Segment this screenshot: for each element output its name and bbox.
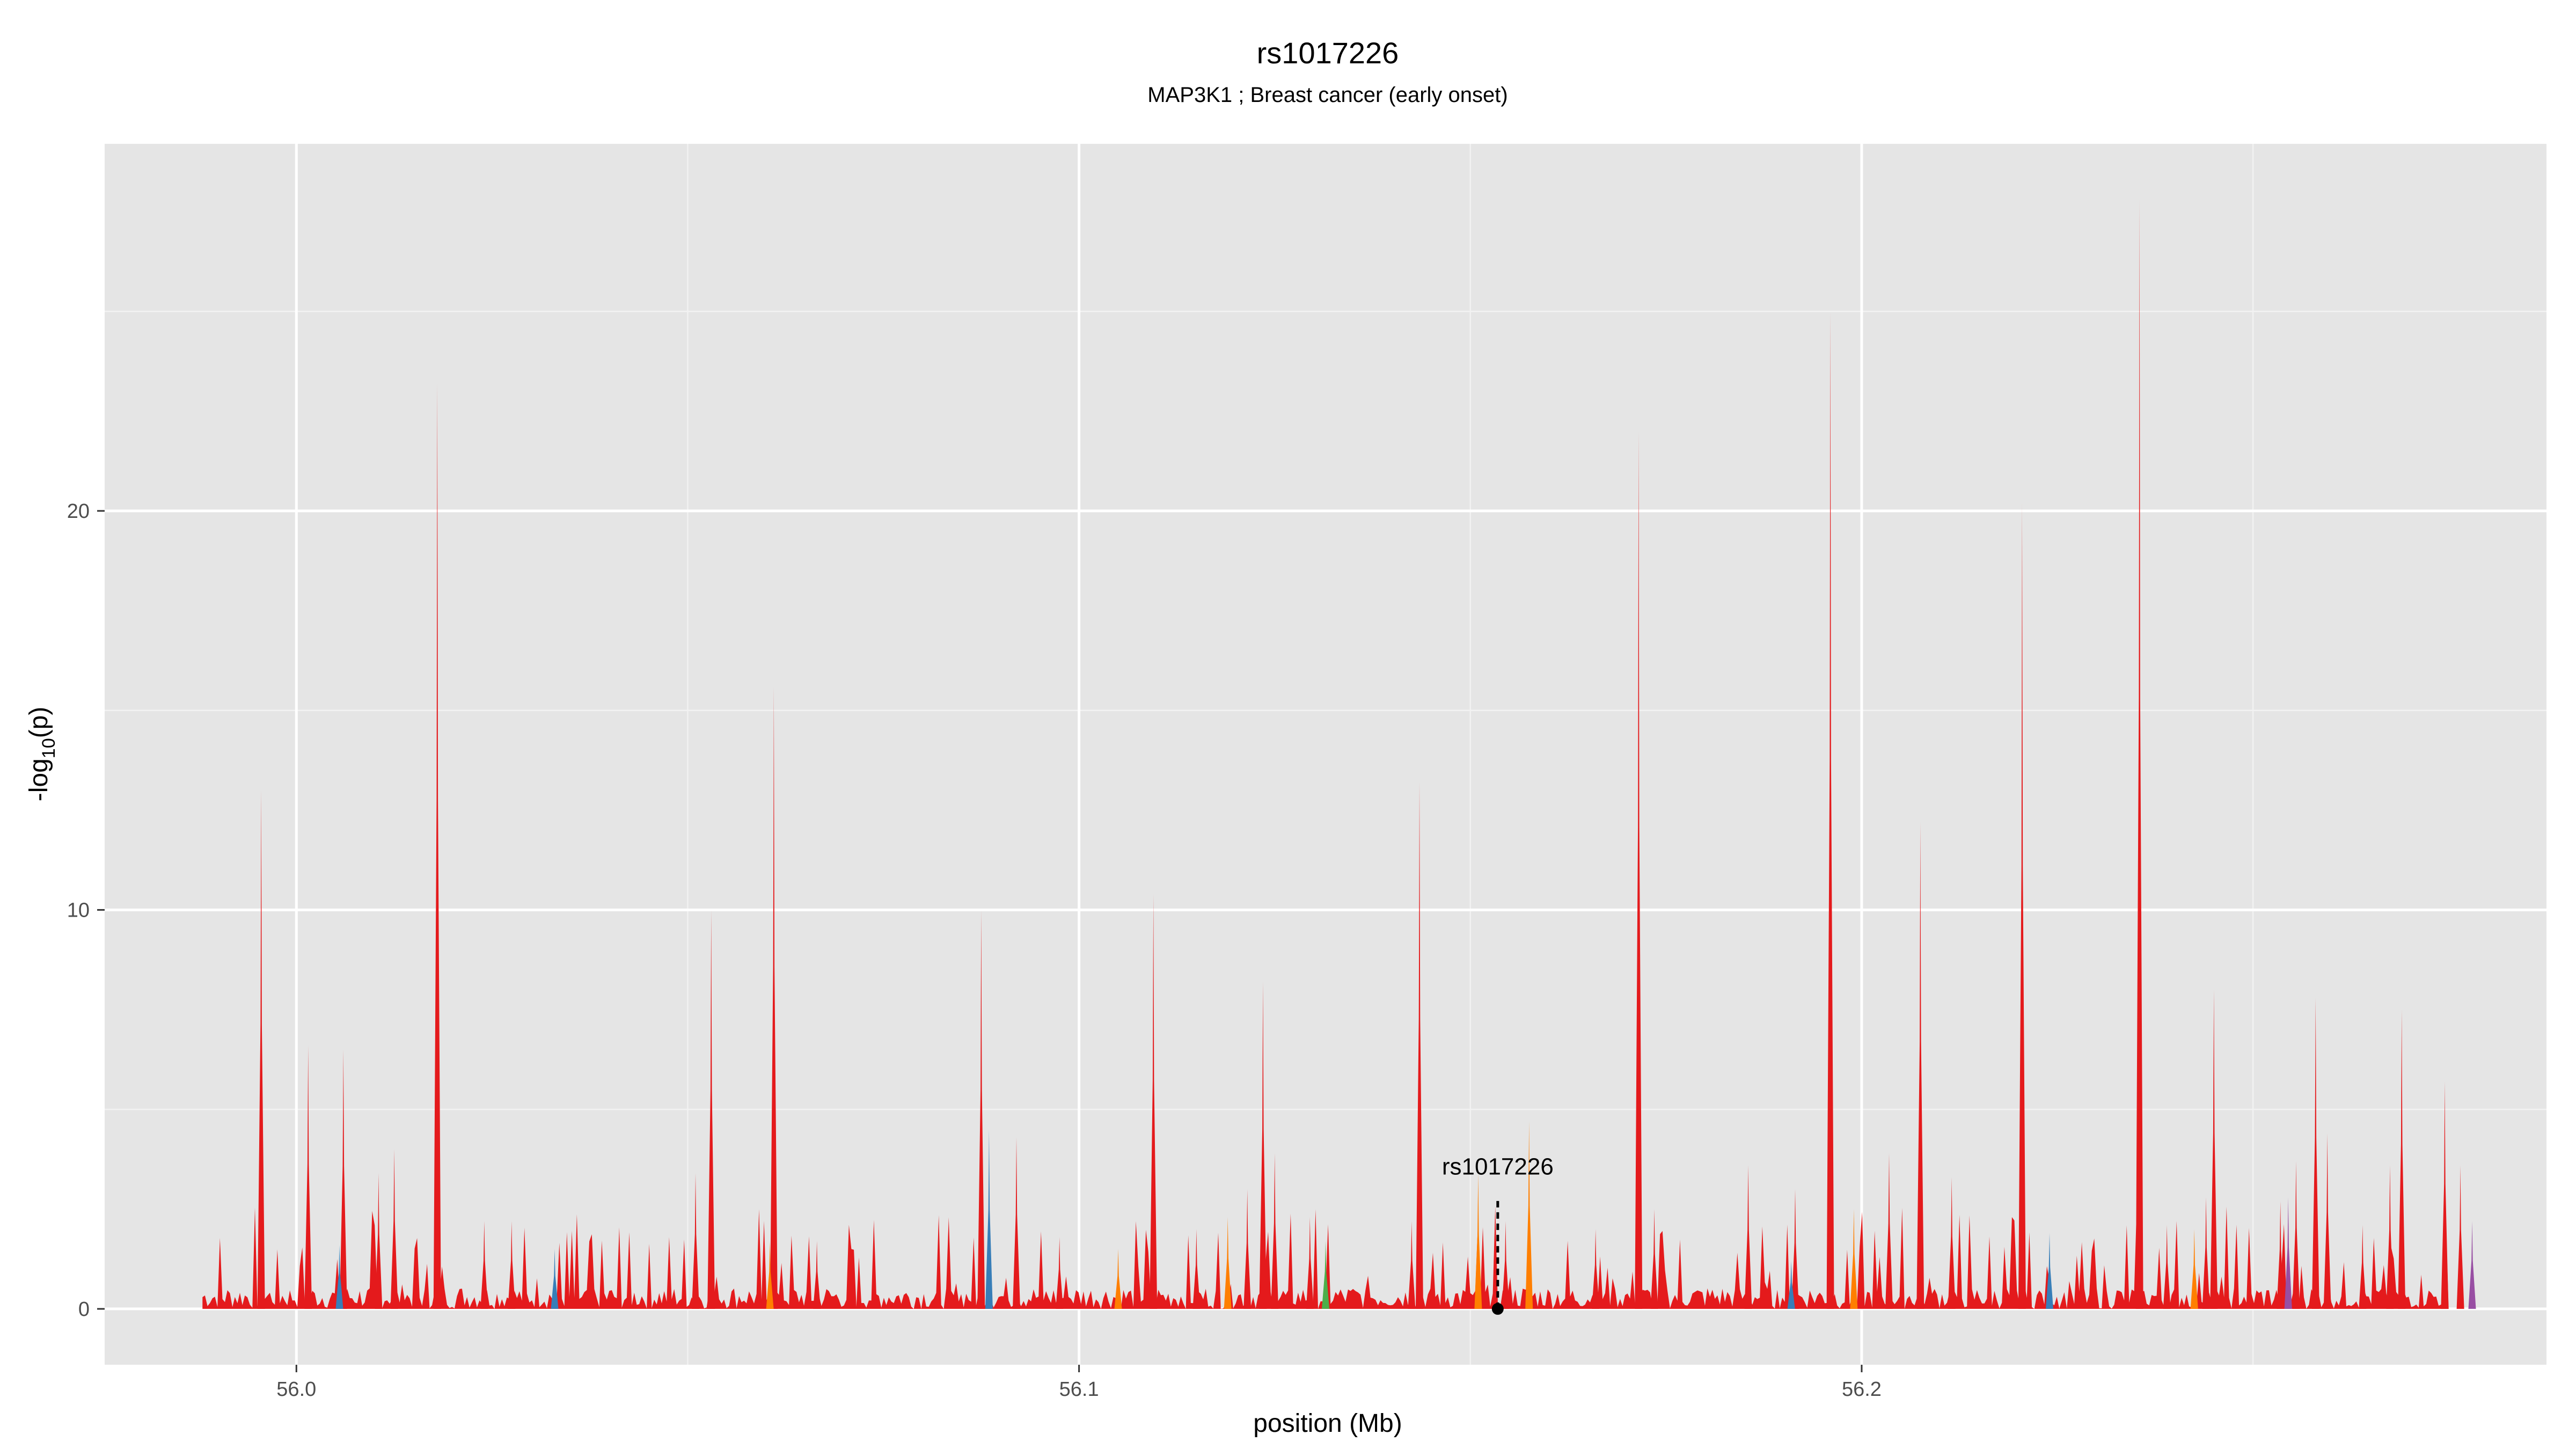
association-peak xyxy=(2292,1161,2300,1309)
association-peak xyxy=(1114,1249,1122,1309)
association-peak xyxy=(1271,1153,1279,1309)
association-peak xyxy=(2277,1201,2285,1309)
association-peak xyxy=(2323,1133,2331,1309)
association-peak xyxy=(1650,1209,1658,1309)
x-tick-label: 56.1 xyxy=(1059,1378,1099,1401)
y-axis-title: -log10(p) xyxy=(25,707,59,802)
association-peak xyxy=(2456,1165,2464,1309)
association-peak xyxy=(1416,782,1423,1309)
association-peak xyxy=(2018,503,2026,1309)
association-peak xyxy=(433,383,441,1309)
association-peak xyxy=(2468,1221,2476,1309)
association-peak xyxy=(1224,1217,1232,1309)
association-peak xyxy=(2210,990,2218,1309)
highlight-point xyxy=(1491,1302,1504,1315)
association-peak xyxy=(375,1173,383,1309)
y-axis: 0 10 20 xyxy=(67,500,105,1321)
association-peak xyxy=(1474,1173,1482,1309)
association-peak xyxy=(335,1245,343,1309)
y-tick-label: 20 xyxy=(67,500,90,523)
x-axis: 56.0 56.1 56.2 xyxy=(276,1365,1882,1401)
association-peak xyxy=(1592,1229,1600,1309)
association-peak xyxy=(2441,1081,2449,1309)
association-peak xyxy=(1502,1221,1510,1309)
association-peak xyxy=(2386,1165,2394,1309)
association-peak xyxy=(2163,1225,2171,1309)
association-peak xyxy=(1243,1189,1252,1309)
association-peak xyxy=(304,1045,312,1309)
plot-panel xyxy=(105,144,2546,1365)
association-peak xyxy=(2311,998,2319,1309)
association-peak xyxy=(1306,1217,1314,1309)
association-peak xyxy=(766,1241,774,1309)
x-tick-label: 56.2 xyxy=(1842,1378,1882,1401)
association-areas xyxy=(202,200,2476,1309)
association-peak xyxy=(985,1129,993,1309)
association-peak xyxy=(1408,1221,1416,1309)
association-peak xyxy=(1916,822,1924,1309)
y-axis-title-end: (p) xyxy=(25,707,53,738)
association-peak xyxy=(813,1241,821,1309)
association-peak xyxy=(1259,982,1267,1309)
association-peak xyxy=(2202,1197,2210,1309)
association-peak xyxy=(1013,1137,1020,1309)
association-peak xyxy=(2398,1009,2406,1309)
association-peak xyxy=(1787,1261,1795,1309)
association-peak xyxy=(1192,1229,1201,1309)
x-tick-label: 56.0 xyxy=(276,1378,316,1401)
y-tick-label: 10 xyxy=(67,899,90,921)
association-peak xyxy=(339,1049,347,1309)
association-peak xyxy=(770,686,778,1309)
chart-title: rs1017226 xyxy=(1257,36,1399,70)
association-peak xyxy=(1948,1177,1956,1309)
y-tick-label: 0 xyxy=(78,1298,90,1321)
association-peak xyxy=(257,790,265,1309)
association-peak xyxy=(977,910,985,1309)
association-peak xyxy=(551,1249,559,1309)
chart-subtitle: MAP3K1 ; Breast cancer (early onset) xyxy=(1147,83,1507,107)
association-peak xyxy=(1791,1189,1799,1309)
association-peak xyxy=(2190,1229,2198,1309)
association-peak xyxy=(1150,894,1158,1309)
association-peak xyxy=(508,1221,516,1309)
association-peak xyxy=(1635,431,1643,1309)
association-peak xyxy=(1322,1241,1329,1309)
association-peak xyxy=(1744,1165,1752,1309)
x-axis-title: position (Mb) xyxy=(1253,1409,1402,1438)
highlight-annotation: rs1017226 xyxy=(1442,1154,1554,1315)
association-peak xyxy=(390,1149,398,1309)
y-axis-title-subscript: 10 xyxy=(39,738,59,758)
association-peak xyxy=(692,1173,699,1309)
association-peak xyxy=(2135,200,2143,1309)
association-peak xyxy=(2046,1233,2053,1309)
background-association-band xyxy=(202,1206,2449,1309)
highlight-label: rs1017226 xyxy=(1442,1154,1554,1180)
y-axis-title-main: -log xyxy=(25,758,53,801)
association-peak xyxy=(1056,1237,1064,1309)
association-peak xyxy=(707,910,715,1309)
association-peak xyxy=(2284,1197,2292,1309)
association-peak xyxy=(1525,1121,1533,1309)
association-peak xyxy=(1826,311,1834,1309)
association-peak xyxy=(480,1221,488,1309)
association-peak xyxy=(1885,1153,1893,1309)
association-peak xyxy=(2359,1225,2367,1309)
association-peak xyxy=(1850,1209,1858,1309)
